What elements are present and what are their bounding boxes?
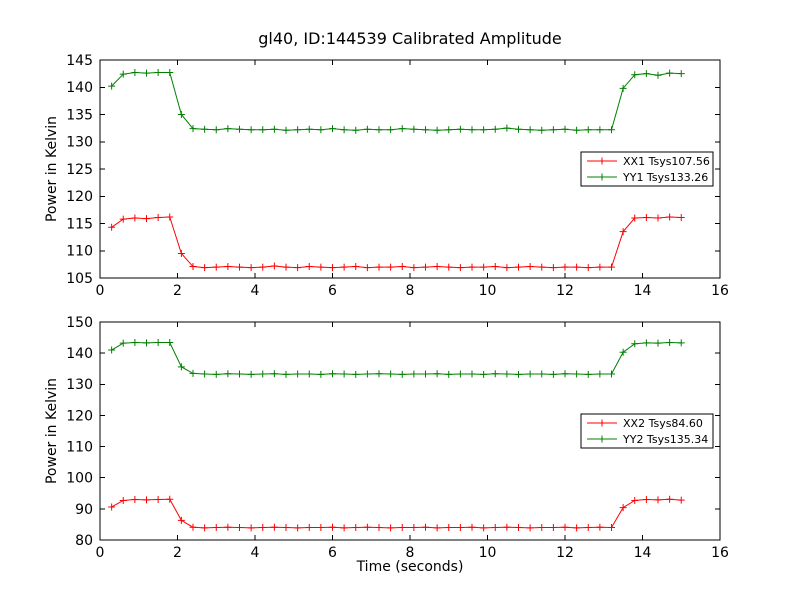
x-tick-label: 10 <box>479 545 497 561</box>
legend-sample-marker <box>598 435 606 443</box>
x-tick-label: 8 <box>406 545 415 561</box>
x-axis-label: Time (seconds) <box>356 559 464 575</box>
x-tick-label: 16 <box>711 283 729 299</box>
legend-box <box>580 151 714 187</box>
legend-sample-marker <box>598 173 606 181</box>
y-tick-label: 115 <box>66 216 93 232</box>
legend-label: XX1 Tsys107.56 <box>623 155 710 168</box>
legend-sample-marker <box>598 419 606 427</box>
y-tick-label: 140 <box>66 346 93 362</box>
y-tick-label: 120 <box>66 408 93 424</box>
series-line <box>111 216 682 269</box>
x-tick-label: 0 <box>96 545 105 561</box>
y-axis-label-bottom: Power in Kelvin <box>44 378 60 484</box>
y-tick-label: 135 <box>66 107 93 123</box>
legend-label: XX2 Tsys84.60 <box>623 417 703 430</box>
y-tick-label: 125 <box>66 162 93 178</box>
y-tick-label: 145 <box>66 53 93 69</box>
series-markers <box>108 495 685 532</box>
series-markers <box>108 69 685 134</box>
x-tick-label: 16 <box>711 545 729 561</box>
y-tick-label: 150 <box>66 315 93 331</box>
series-line <box>111 72 682 131</box>
figure-title: gl40, ID:144539 Calibrated Amplitude <box>258 29 561 48</box>
x-tick-label: 4 <box>251 545 260 561</box>
x-tick-label: 12 <box>556 545 574 561</box>
series-markers <box>108 213 685 272</box>
series-line <box>111 498 682 529</box>
legend-box <box>580 413 714 449</box>
y-tick-label: 120 <box>66 189 93 205</box>
y-tick-label: 110 <box>66 244 93 260</box>
x-tick-label: 8 <box>406 283 415 299</box>
series-markers <box>108 339 685 378</box>
x-tick-label: 6 <box>328 545 337 561</box>
legend: XX2 Tsys84.60 YY2 Tsys135.34 <box>580 413 714 449</box>
y-tick-label: 130 <box>66 377 93 393</box>
y-tick-label: 130 <box>66 135 93 151</box>
y-tick-label: 110 <box>66 439 93 455</box>
x-tick-label: 0 <box>96 283 105 299</box>
y-tick-label: 80 <box>75 533 93 549</box>
legend-label: YY2 Tsys135.34 <box>622 433 708 446</box>
legend-sample-marker <box>598 157 606 165</box>
y-tick-label: 100 <box>66 471 93 487</box>
legend-label: YY1 Tsys133.26 <box>622 171 708 184</box>
x-tick-label: 10 <box>479 283 497 299</box>
x-tick-label: 12 <box>556 283 574 299</box>
x-tick-label: 6 <box>328 283 337 299</box>
x-tick-label: 2 <box>173 283 182 299</box>
x-tick-label: 14 <box>634 283 652 299</box>
x-tick-label: 2 <box>173 545 182 561</box>
y-tick-label: 105 <box>66 271 93 287</box>
subplot-top: 0 2 4 6 8 10 12 14 16 105 110 115 120 125 130 135 140 145… <box>66 53 729 299</box>
y-tick-label: 90 <box>75 502 93 518</box>
legend: XX1 Tsys107.56 YY1 Tsys133.26 <box>580 151 714 187</box>
y-axis-label-top: Power in Kelvin <box>44 116 60 222</box>
series-line <box>111 342 682 375</box>
x-tick-label: 4 <box>251 283 260 299</box>
subplot-bottom: 0 2 4 6 8 10 12 14 16 80 90 100 110 120 130 140 150 XX2 T… <box>66 315 729 561</box>
y-tick-label: 140 <box>66 80 93 96</box>
x-tick-label: 14 <box>634 545 652 561</box>
